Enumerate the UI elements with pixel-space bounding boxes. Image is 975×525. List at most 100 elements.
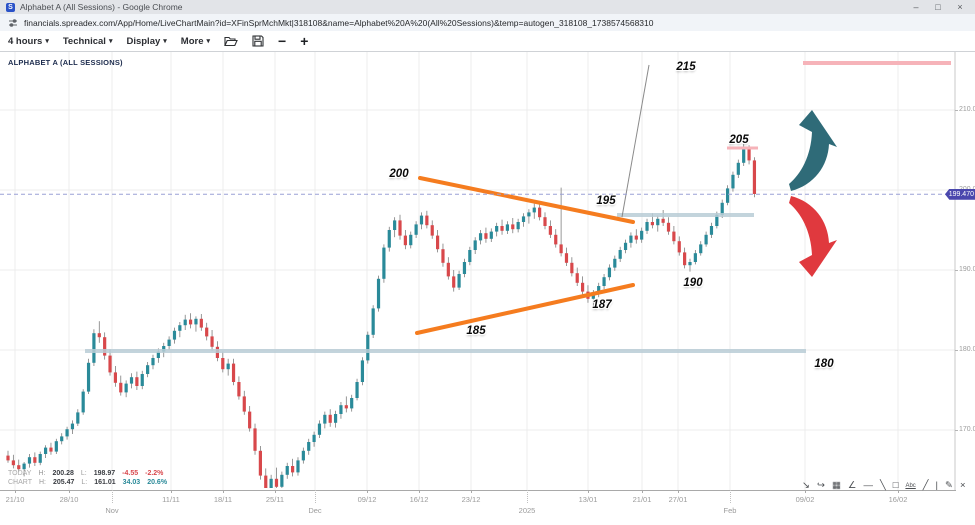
segment-tool-icon[interactable]: ╲ [879, 480, 886, 491]
month-tick [730, 490, 731, 503]
price-annotation-label-180[interactable]: 180 [814, 358, 834, 370]
x-axis-date-label: 27/01 [668, 495, 688, 504]
current-price-tag: 199.470 [945, 188, 975, 200]
price-annotation-label-205[interactable]: 205 [729, 134, 749, 146]
x-axis-month-label: 2025 [518, 506, 536, 515]
rectangle-tool-icon[interactable]: □ [892, 480, 899, 491]
x-axis-date-label: 09/12 [357, 495, 377, 504]
x-axis-tick [678, 490, 679, 493]
x-axis-tick [367, 490, 368, 493]
high-label: H: [38, 479, 46, 486]
vertical-line-tool-icon[interactable]: | [935, 480, 938, 491]
x-axis-line [0, 490, 956, 491]
chart-toolbar: 4 hours ▾ Technical ▾ Display ▾ More ▾ − + [0, 31, 975, 52]
price-annotation-label-215[interactable]: 215 [676, 61, 696, 73]
y-axis-label: 180.00 [954, 346, 975, 353]
horizontal-line-tool-icon[interactable]: — [863, 480, 873, 491]
window-controls: – □ × [905, 1, 971, 14]
y-axis-label: 190.00 [954, 266, 975, 273]
x-axis-tick [223, 490, 224, 493]
x-axis-month-label: Feb [723, 506, 737, 515]
x-axis-tick [15, 490, 16, 493]
price-annotation-label-195[interactable]: 195 [596, 195, 616, 207]
browser-url-bar[interactable]: financials.spreadex.com/App/Home/LiveCha… [0, 14, 975, 32]
chevron-down-icon: ▾ [108, 38, 113, 45]
more-dropdown[interactable]: More ▾ [180, 35, 210, 47]
open-folder-icon[interactable] [224, 36, 238, 47]
x-axis-tick [69, 490, 70, 493]
x-axis-date-label: 13/01 [578, 495, 598, 504]
zoom-out-button[interactable]: − [278, 33, 287, 49]
cursor-tool-icon[interactable]: ↘ [802, 480, 810, 491]
x-axis-tick [642, 490, 643, 493]
x-axis-date-label: 18/11 [213, 495, 233, 504]
minimize-button[interactable]: – [913, 1, 919, 12]
x-axis-month-label: Dec [308, 506, 322, 515]
x-axis-month-label: Nov [105, 506, 119, 515]
change-percent: -2.2% [145, 470, 164, 477]
drawing-toolbar: ↘ ↪ ▦ ∠ — ╲ □ Abc ╱ | ✎ × [802, 480, 966, 492]
month-tick [527, 490, 528, 503]
redo-arrow-tool-icon[interactable]: ↪ [816, 480, 825, 491]
pencil-tool-icon[interactable]: ✎ [944, 480, 953, 491]
chevron-down-icon: ▾ [206, 38, 210, 45]
x-axis-date-label: 28/10 [59, 495, 79, 504]
bear-curved-arrow [789, 196, 837, 277]
window-titlebar: S Alphabet A (All Sessions) - Google Chr… [0, 0, 975, 15]
zoom-in-button[interactable]: + [300, 33, 309, 49]
url-text[interactable]: financials.spreadex.com/App/Home/LiveCha… [24, 17, 654, 28]
angle-lines-tool-icon[interactable]: ∠ [847, 480, 857, 491]
save-icon[interactable] [252, 35, 264, 47]
maximize-button[interactable]: □ [935, 1, 941, 12]
y-axis-label: 170.00 [954, 426, 975, 433]
y-axis-label: 210.00 [954, 106, 975, 113]
text-tool-icon[interactable]: Abc [905, 483, 916, 489]
display-dropdown[interactable]: Display ▾ [126, 35, 167, 47]
x-axis-tick [588, 490, 589, 493]
info-row-today: TODAY H: 200.28 L: 198.97 -4.55 -2.2% [8, 470, 163, 477]
x-axis-tick [471, 490, 472, 493]
x-axis-date-label: 16/02 [888, 495, 908, 504]
grid-tool-icon[interactable]: ▦ [831, 480, 841, 491]
timeframe-dropdown[interactable]: 4 hours ▾ [8, 35, 49, 47]
info-row-chart: CHART H: 205.47 L: 161.01 34.03 20.6% [8, 479, 167, 486]
technical-dropdown[interactable]: Technical ▾ [62, 35, 113, 47]
x-axis-tick [898, 490, 899, 493]
x-axis-tick [275, 490, 276, 493]
spreadex-favicon: S [6, 2, 15, 12]
info-label: CHART [8, 479, 32, 486]
low-value: 161.01 [94, 479, 116, 486]
chevron-down-icon: ▾ [45, 38, 49, 45]
change-percent: 20.6% [147, 479, 168, 486]
triangle-lower-trendline [415, 283, 635, 335]
candlestick-chart-canvas[interactable] [0, 52, 975, 490]
low-label: L: [80, 470, 87, 477]
change-value: 34.03 [122, 479, 141, 486]
high-value: 200.28 [52, 470, 74, 477]
price-annotation-label-185[interactable]: 185 [466, 325, 486, 337]
callout-line-to-215 [621, 64, 650, 218]
x-axis-date-label: 21/01 [632, 495, 652, 504]
close-button[interactable]: × [957, 1, 963, 12]
x-axis-tick [171, 490, 172, 493]
close-tool-icon[interactable]: × [959, 480, 966, 491]
x-axis-date-label: 25/11 [265, 495, 285, 504]
bull-curved-arrow [789, 110, 837, 191]
low-label: L: [81, 479, 88, 486]
price-annotation-label-190[interactable]: 190 [683, 277, 703, 289]
x-axis-tick [419, 490, 420, 493]
price-annotation-label-200[interactable]: 200 [389, 168, 409, 180]
month-tick [112, 490, 113, 503]
change-value: -4.55 [122, 470, 139, 477]
triangle-upper-trendline [418, 176, 635, 224]
site-settings-icon[interactable] [8, 18, 18, 28]
x-axis-date-label: 21/10 [5, 495, 25, 504]
chart-area[interactable]: ALPHABET A (ALL SESSIONS) 21/10 28/10 11/1… [0, 52, 975, 525]
price-annotation-label-187[interactable]: 187 [592, 299, 612, 311]
diagonal-line-tool-icon[interactable]: ╱ [922, 480, 929, 491]
low-value: 198.97 [93, 470, 116, 477]
high-value: 205.47 [52, 479, 75, 486]
high-label: H: [38, 470, 46, 477]
x-axis-tick [805, 490, 806, 493]
